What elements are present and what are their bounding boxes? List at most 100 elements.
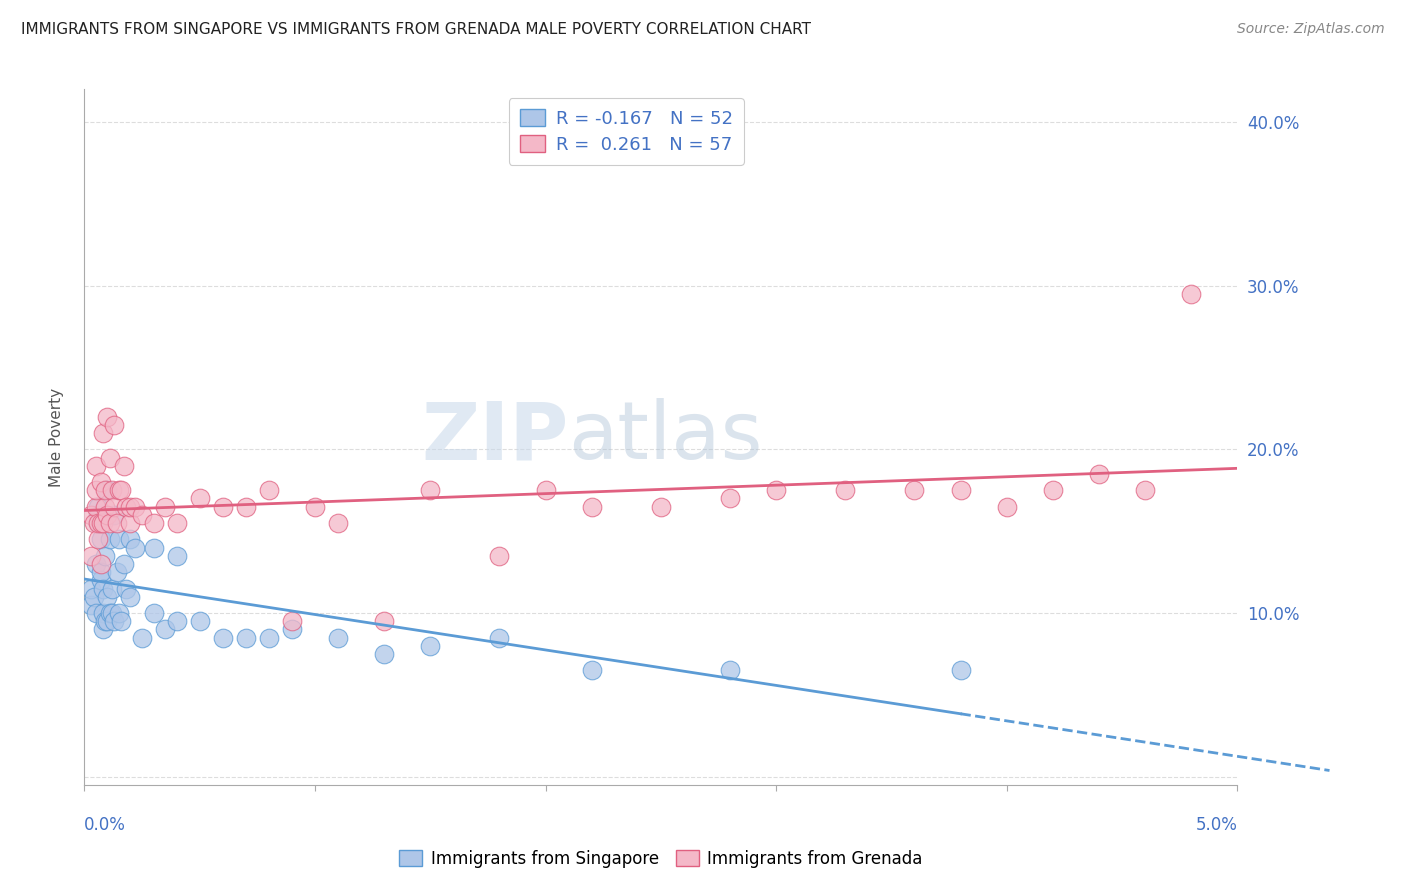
Point <box>80 549 103 563</box>
Point <box>903 483 925 498</box>
Point <box>235 500 257 514</box>
Point <box>110 483 132 498</box>
Point <box>534 483 557 498</box>
Point <box>188 491 211 506</box>
Point <box>91 582 114 596</box>
Point <box>96 508 118 522</box>
Point <box>1042 483 1064 498</box>
Point <box>326 631 349 645</box>
Point <box>89 574 111 588</box>
Point <box>166 549 188 563</box>
Point <box>419 483 441 498</box>
Point <box>105 565 128 579</box>
Point <box>87 508 110 522</box>
Point <box>87 533 110 547</box>
Point <box>765 483 787 498</box>
Point <box>98 533 121 547</box>
Point <box>488 631 510 645</box>
Point <box>257 631 280 645</box>
Point <box>89 557 111 571</box>
Point <box>91 516 114 530</box>
Point <box>80 508 103 522</box>
Point <box>1180 286 1202 301</box>
Point <box>1133 483 1156 498</box>
Point <box>91 425 114 440</box>
Point <box>98 450 121 465</box>
Point <box>112 557 135 571</box>
Point <box>995 500 1018 514</box>
Text: 5.0%: 5.0% <box>1195 816 1237 834</box>
Point <box>94 483 117 498</box>
Point <box>419 639 441 653</box>
Point <box>488 549 510 563</box>
Point <box>103 500 125 514</box>
Point <box>89 533 111 547</box>
Point <box>101 606 124 620</box>
Point <box>96 614 118 628</box>
Point <box>281 614 304 628</box>
Point <box>281 623 304 637</box>
Point <box>80 598 103 612</box>
Point <box>120 590 142 604</box>
Point <box>326 516 349 530</box>
Point <box>131 631 153 645</box>
Point <box>89 516 111 530</box>
Point <box>373 647 395 661</box>
Point <box>110 614 132 628</box>
Point <box>581 664 603 678</box>
Point <box>108 606 131 620</box>
Point <box>105 516 128 530</box>
Legend: R = -0.167   N = 52, R =  0.261   N = 57: R = -0.167 N = 52, R = 0.261 N = 57 <box>509 98 744 165</box>
Text: Source: ZipAtlas.com: Source: ZipAtlas.com <box>1237 22 1385 37</box>
Point <box>124 541 146 555</box>
Point <box>142 606 165 620</box>
Point <box>211 500 233 514</box>
Point <box>84 606 107 620</box>
Point <box>89 475 111 489</box>
Point <box>103 508 125 522</box>
Point <box>96 590 118 604</box>
Point <box>89 565 111 579</box>
Point <box>87 500 110 514</box>
Point <box>96 483 118 498</box>
Point <box>235 631 257 645</box>
Point <box>87 516 110 530</box>
Point <box>83 516 105 530</box>
Point <box>718 664 741 678</box>
Text: atlas: atlas <box>568 398 763 476</box>
Text: ZIP: ZIP <box>422 398 568 476</box>
Point <box>94 500 117 514</box>
Point <box>84 557 107 571</box>
Point <box>153 623 176 637</box>
Point <box>101 582 124 596</box>
Point <box>120 533 142 547</box>
Point <box>94 549 117 563</box>
Legend: Immigrants from Singapore, Immigrants from Grenada: Immigrants from Singapore, Immigrants fr… <box>392 844 929 875</box>
Point <box>949 664 972 678</box>
Point <box>83 590 105 604</box>
Point <box>120 500 142 514</box>
Y-axis label: Male Poverty: Male Poverty <box>49 387 63 487</box>
Point <box>98 516 121 530</box>
Point <box>108 483 131 498</box>
Point <box>98 606 121 620</box>
Point <box>949 483 972 498</box>
Point <box>112 458 135 473</box>
Point <box>650 500 672 514</box>
Point <box>131 508 153 522</box>
Point <box>84 458 107 473</box>
Point <box>115 582 138 596</box>
Point <box>84 483 107 498</box>
Point <box>84 500 107 514</box>
Point <box>373 614 395 628</box>
Point <box>103 614 125 628</box>
Point <box>115 500 138 514</box>
Point <box>120 516 142 530</box>
Point <box>103 417 125 432</box>
Point <box>834 483 856 498</box>
Point <box>142 541 165 555</box>
Point <box>581 500 603 514</box>
Point <box>153 500 176 514</box>
Point <box>101 483 124 498</box>
Point <box>718 491 741 506</box>
